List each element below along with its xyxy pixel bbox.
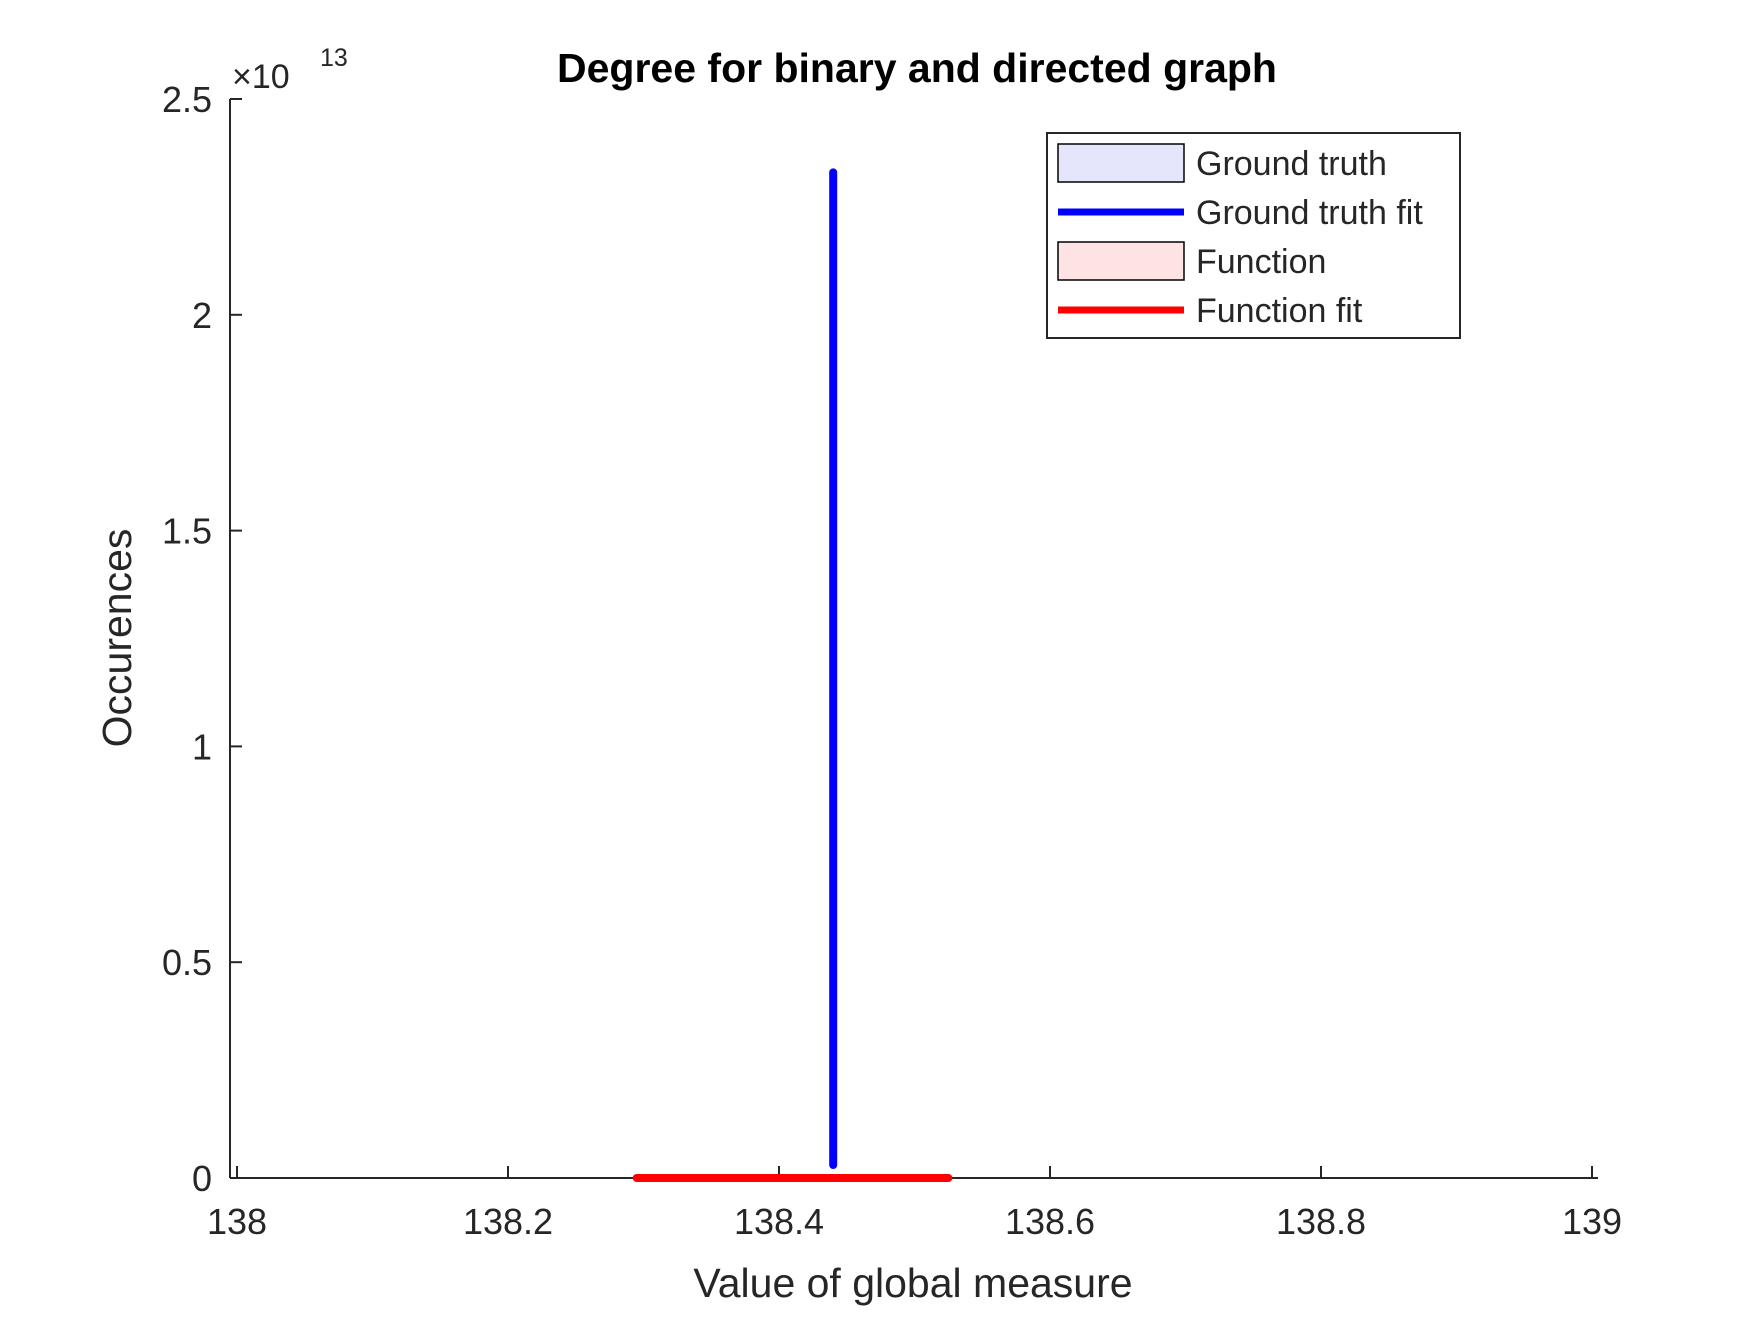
x-tick-label: 138: [207, 1201, 267, 1242]
chart-title: Degree for binary and directed graph: [557, 45, 1277, 91]
legend-label-ground-truth: Ground truth: [1196, 145, 1387, 183]
legend-label-function: Function: [1196, 243, 1326, 281]
y-tick-label: 0: [192, 1158, 212, 1199]
legend-items: Ground truth Ground truth fit Function Func…: [1057, 143, 1423, 330]
x-ticks: 138 138.2 138.4 138.6 138.8 139: [207, 1166, 1622, 1242]
x-tick-label: 139: [1562, 1201, 1622, 1242]
legend-label-function-fit: Function fit: [1196, 292, 1363, 330]
x-tick-label: 138.6: [1005, 1201, 1095, 1242]
x-tick-label: 138.2: [463, 1201, 553, 1242]
y-axis-label: Occurences: [94, 529, 140, 748]
y-ticks: 0 0.5 1 1.5 2 2.5: [162, 79, 242, 1199]
y-exponent-power: 13: [320, 44, 348, 72]
plot-series: [632, 168, 953, 1182]
y-exponent-label: ×10 13: [232, 44, 348, 96]
legend: Ground truth Ground truth fit Function Func…: [1046, 132, 1461, 339]
x-axis-label: Value of global measure: [693, 1260, 1132, 1306]
y-exponent-base: ×10: [232, 58, 290, 96]
y-tick-label: 1: [192, 726, 212, 767]
y-tick-label: 0.5: [162, 942, 212, 983]
legend-swatch-function: [1057, 241, 1185, 281]
y-tick-label: 2: [192, 295, 212, 336]
x-tick-label: 138.8: [1276, 1201, 1366, 1242]
x-tick-label: 138.4: [734, 1201, 824, 1242]
legend-swatch-ground-truth: [1057, 143, 1185, 183]
legend-label-ground-truth-fit: Ground truth fit: [1196, 194, 1423, 232]
y-tick-label: 2.5: [162, 79, 212, 120]
y-tick-label: 1.5: [162, 511, 212, 552]
